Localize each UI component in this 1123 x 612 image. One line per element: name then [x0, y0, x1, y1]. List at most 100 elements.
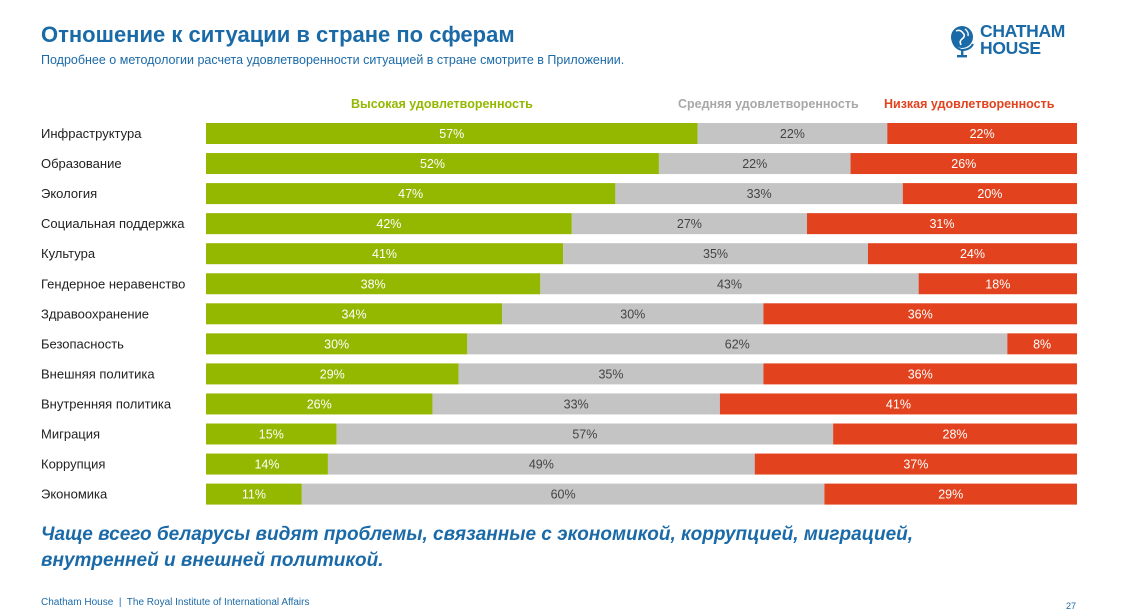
- bar-segment: [571, 213, 807, 235]
- bar-segment: [719, 393, 1077, 415]
- bar-segment: [327, 453, 755, 475]
- bar-segment: [697, 123, 888, 144]
- data-label: 30%: [324, 337, 349, 351]
- data-label: 43%: [717, 277, 742, 291]
- page-title: Отношение к ситуации в стране по сферам: [41, 22, 515, 47]
- data-label: 22%: [780, 127, 805, 141]
- bar-segment: [754, 453, 1077, 475]
- data-label: 33%: [747, 187, 772, 201]
- data-label: 11%: [242, 488, 266, 502]
- page-number: 27: [1066, 601, 1077, 611]
- data-label: 22%: [742, 157, 767, 171]
- legend-low: Низкая удовлетворенность: [884, 97, 1055, 111]
- data-label: 37%: [903, 458, 928, 472]
- data-label: 24%: [960, 247, 985, 261]
- bar-segment: [615, 183, 903, 205]
- bar-segment: [887, 123, 1077, 144]
- page-subtitle: Подробнее о методологии расчета удовлетв…: [41, 53, 625, 67]
- row-label: Безопасность: [41, 336, 124, 351]
- row-label: Гендерное неравенство: [41, 276, 185, 291]
- bar-segment: [850, 153, 1077, 175]
- data-label: 28%: [943, 428, 968, 442]
- bar-segment: [206, 453, 328, 475]
- bar-segment: [467, 333, 1008, 355]
- row-label: Социальная поддержка: [41, 216, 185, 231]
- bar-segment: [458, 363, 764, 385]
- bar-segment: [763, 363, 1077, 385]
- data-label: 22%: [970, 127, 995, 141]
- bar-segment: [206, 363, 459, 385]
- bar-segment: [502, 303, 764, 325]
- logo-line-2: HOUSE: [980, 38, 1041, 58]
- bar-segment: [206, 273, 541, 295]
- logo-line-1: CHATHAM: [980, 21, 1066, 41]
- globe-icon: [951, 26, 974, 58]
- data-label: 35%: [703, 247, 728, 261]
- bar-segment: [867, 243, 1077, 265]
- conclusion-text: Чаще всего беларусы видят проблемы, связ…: [41, 522, 1041, 574]
- bar-segment: [918, 273, 1077, 295]
- row-label: Внутренняя политика: [41, 396, 172, 411]
- row-label: Экология: [41, 186, 97, 201]
- bar-segment: [1007, 333, 1077, 355]
- data-label: 49%: [529, 458, 554, 472]
- data-label: 57%: [439, 127, 464, 141]
- bar-segment: [206, 393, 433, 415]
- data-label: 38%: [361, 277, 386, 291]
- bar-segment: [432, 393, 720, 415]
- legend-mid: Средняя удовлетворенность: [678, 97, 859, 111]
- data-label: 36%: [908, 307, 933, 321]
- bar-segment: [206, 243, 564, 265]
- data-label: 42%: [376, 217, 401, 231]
- data-label: 18%: [985, 277, 1010, 291]
- row-label: Инфраструктура: [41, 126, 142, 141]
- bar-segment: [336, 423, 834, 445]
- bar-segment: [206, 153, 659, 175]
- bar-segment: [206, 483, 302, 505]
- row-label: Внешняя политика: [41, 366, 155, 381]
- bar-segment: [206, 123, 698, 144]
- data-label: 35%: [598, 367, 623, 381]
- row-label: Коррупция: [41, 457, 105, 472]
- legend-high: Высокая удовлетворенность: [351, 97, 533, 111]
- data-label: 31%: [929, 217, 954, 231]
- row-label: Здравоохранение: [41, 306, 149, 321]
- data-label: 20%: [977, 187, 1002, 201]
- bar-segment: [206, 183, 616, 205]
- logo-text: CHATHAM HOUSE: [980, 21, 1066, 58]
- row-label: Миграция: [41, 427, 100, 442]
- data-label: 14%: [254, 458, 279, 472]
- conclusion-line-2: внутренней и внешней политикой.: [41, 550, 384, 571]
- data-label: 33%: [564, 397, 589, 411]
- data-label: 29%: [938, 488, 963, 502]
- row-label: Экономика: [41, 487, 108, 502]
- bar-segment: [206, 423, 337, 445]
- conclusion-line-1: Чаще всего беларусы видят проблемы, связ…: [41, 524, 914, 545]
- footer-text: Chatham House | The Royal Institute of I…: [41, 597, 310, 608]
- bar-segment: [763, 303, 1077, 325]
- bar-segment: [540, 273, 919, 295]
- data-label: 34%: [342, 307, 367, 321]
- bar-segment: [833, 423, 1077, 445]
- bar-segment: [206, 333, 468, 355]
- bar-segment: [902, 183, 1077, 205]
- data-label: 26%: [307, 397, 332, 411]
- bar-segment: [301, 483, 825, 505]
- row-label: Культура: [41, 246, 96, 261]
- data-label: 60%: [551, 488, 576, 502]
- data-label: 62%: [725, 337, 750, 351]
- row-label: Образование: [41, 156, 122, 171]
- data-label: 27%: [677, 217, 702, 231]
- bar-segment: [824, 483, 1077, 505]
- data-label: 26%: [951, 157, 976, 171]
- data-label: 52%: [420, 157, 445, 171]
- data-label: 30%: [620, 307, 645, 321]
- chatham-house-logo: CHATHAM HOUSE: [950, 22, 1085, 62]
- data-label: 15%: [259, 428, 284, 442]
- bar-segment: [206, 213, 572, 235]
- bar-segment: [206, 303, 503, 325]
- bar-segment: [806, 213, 1077, 235]
- data-label: 41%: [886, 397, 911, 411]
- data-label: 36%: [908, 367, 933, 381]
- data-label: 8%: [1033, 337, 1051, 351]
